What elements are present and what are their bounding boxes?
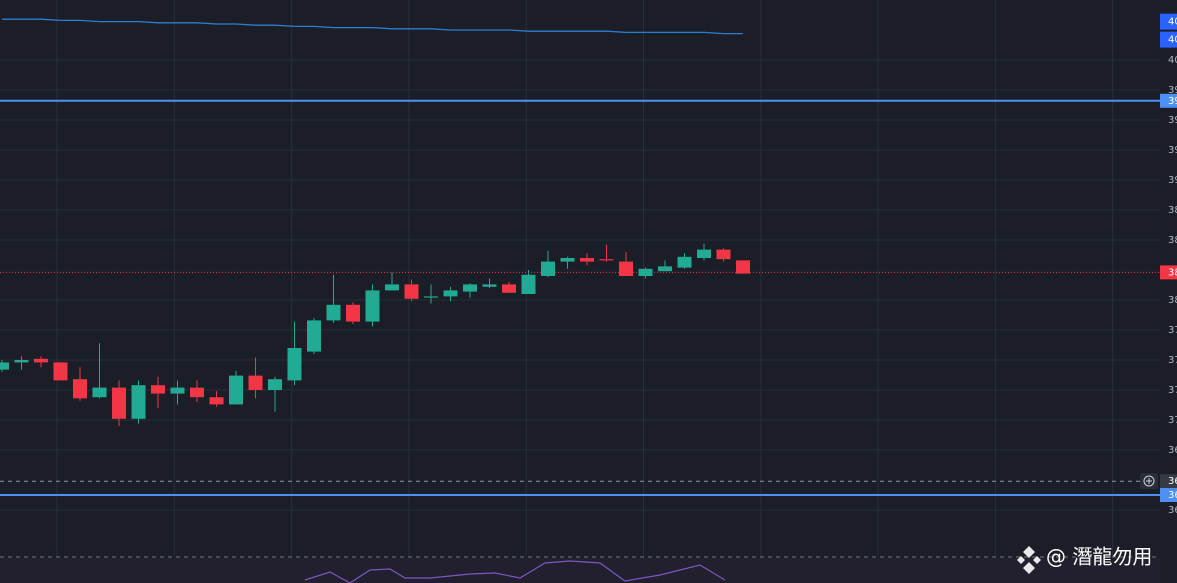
y-tick-label: 37 [1168, 385, 1177, 396]
y-tick-label: 38 [1168, 205, 1177, 216]
candle-body [463, 284, 477, 292]
candle-body [307, 320, 321, 352]
price-label: 40 [1168, 35, 1177, 46]
price-line-label-bg [1160, 474, 1177, 489]
candle-body [424, 296, 438, 298]
grid [0, 0, 1160, 557]
candle-body [326, 304, 341, 321]
price-line-label: 36 [1168, 490, 1177, 501]
candle-body [580, 258, 594, 262]
candle-body [209, 397, 224, 405]
price-label-bg [1160, 13, 1177, 30]
candle-body [736, 260, 750, 274]
candle-body [131, 385, 146, 419]
crosshair-button[interactable] [1140, 473, 1158, 489]
candle-body [560, 258, 575, 262]
candle-body [697, 249, 711, 258]
y-tick-label: 39 [1168, 175, 1177, 186]
candle-body [92, 387, 107, 398]
y-tick-label: 36 [1168, 445, 1177, 456]
candle-body [53, 362, 68, 381]
candle-body [482, 284, 497, 287]
candle-body [14, 360, 29, 363]
candle-body [677, 256, 692, 268]
plus-circle [1143, 475, 1155, 487]
candle-body [658, 266, 672, 272]
candle-body [287, 348, 302, 381]
price-line-label-bg [1160, 93, 1177, 108]
y-tick-label: 37 [1168, 415, 1177, 426]
candle-body [619, 261, 633, 276]
price-label: 40 [1168, 17, 1177, 28]
y-tick-label: 36 [1168, 505, 1177, 516]
y-tick-label: 37 [1168, 325, 1177, 336]
plot [0, 18, 1160, 496]
candle-body [170, 387, 185, 394]
y-tick-label: 39 [1168, 115, 1177, 126]
price-label-bg [1160, 31, 1177, 48]
y-tick-label: 37 [1168, 355, 1177, 366]
candle-body [521, 274, 536, 294]
y-tick-label: 40 [1168, 55, 1177, 66]
candle-body [638, 268, 653, 276]
y-tick-label: 38 [1168, 235, 1177, 246]
y-tick-label: 39 [1168, 85, 1177, 96]
candle-body [716, 249, 731, 260]
candle-body [385, 284, 399, 291]
price-line-label: 38 [1168, 267, 1177, 278]
candle-body [268, 379, 282, 390]
candle-body [248, 375, 263, 390]
ma-line [2, 18, 743, 35]
candle-body [229, 375, 243, 405]
candle-body [443, 290, 458, 297]
candle-body [190, 387, 204, 398]
indicator-line [304, 560, 726, 583]
axis-labels: 4039393939383838373737373636393836364040 [1160, 13, 1177, 516]
candle-body [365, 290, 380, 322]
candle-body [502, 284, 516, 293]
candle-body [112, 387, 126, 419]
candle-body [0, 362, 9, 370]
candle-body [151, 385, 165, 394]
candle-body [599, 259, 614, 261]
watermark: @ 潛龍勿用 [1046, 545, 1152, 569]
candle-body [73, 379, 87, 399]
price-line-label: 39 [1168, 96, 1177, 107]
candle-body [346, 304, 360, 322]
price-line-label-bg [1160, 488, 1177, 502]
price-line-label-bg [1160, 265, 1177, 280]
price-line-label: 36 [1168, 476, 1177, 487]
logo [1017, 546, 1041, 574]
y-tick-label: 39 [1168, 145, 1177, 156]
plus [1146, 478, 1152, 484]
candle-body [541, 261, 555, 276]
watermark-logo [1017, 546, 1041, 574]
y-tick-label: 38 [1168, 295, 1177, 306]
candle-body [404, 284, 419, 299]
candle-body [34, 358, 48, 363]
price-axis [1160, 0, 1177, 583]
